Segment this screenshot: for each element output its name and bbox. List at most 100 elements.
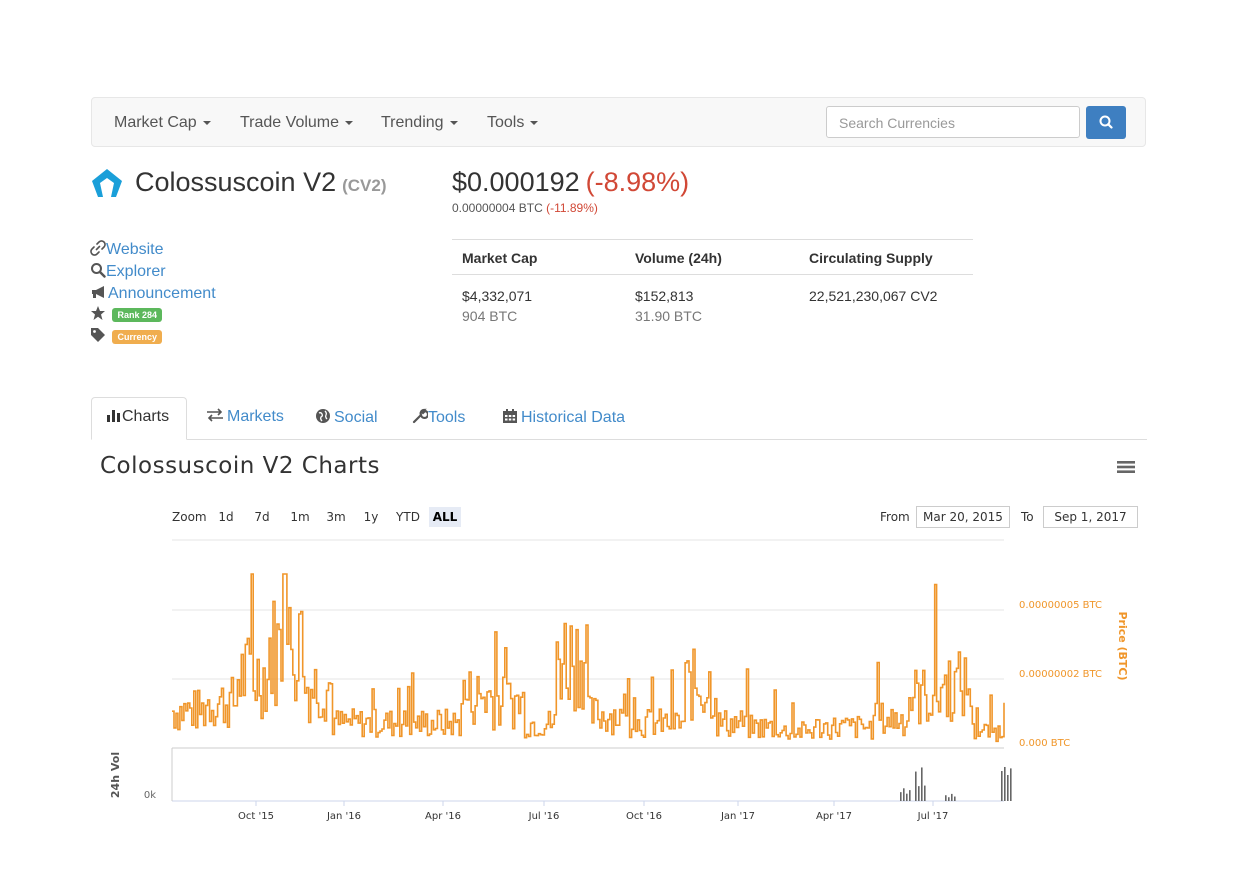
volume-bar bbox=[909, 790, 911, 801]
volume-bar bbox=[948, 797, 950, 801]
x-tick-label: Oct '16 bbox=[626, 811, 662, 822]
y-tick-label: 0.00000005 BTC bbox=[1019, 600, 1102, 611]
calendar-icon bbox=[503, 409, 517, 423]
stats-top-border bbox=[452, 239, 973, 240]
volume-bar bbox=[951, 793, 953, 801]
nav-market-cap[interactable]: Market Cap bbox=[114, 114, 211, 132]
star-icon bbox=[91, 306, 105, 320]
search-icon bbox=[1099, 115, 1113, 129]
to-date-input[interactable]: Sep 1, 2017 bbox=[1043, 506, 1138, 528]
volume-usd: $152,813 bbox=[635, 288, 694, 304]
y-tick-label: 0.000 BTC bbox=[1019, 738, 1070, 749]
type-row: Currency bbox=[90, 327, 162, 345]
volume-btc: 31.90 BTC bbox=[635, 308, 702, 324]
volume-bar bbox=[900, 792, 902, 801]
nav-trade-volume[interactable]: Trade Volume bbox=[240, 114, 354, 132]
zoom-3m-button[interactable]: 3m bbox=[326, 510, 346, 524]
volume-tick-label: 0k bbox=[144, 790, 156, 801]
volume-bar bbox=[903, 788, 905, 801]
circulating-supply: 22,521,230,067 CV2 bbox=[809, 288, 938, 304]
exchange-icon bbox=[207, 408, 223, 422]
tab-historical-data[interactable]: Historical Data bbox=[502, 408, 625, 427]
tabs-border bbox=[91, 439, 1147, 440]
price-display: $0.000192 (-8.98%) bbox=[452, 167, 689, 198]
search-button[interactable] bbox=[1086, 106, 1126, 139]
nav-tools[interactable]: Tools bbox=[487, 114, 539, 132]
website-label: Website bbox=[106, 241, 164, 258]
x-tick-label: Apr '17 bbox=[816, 811, 852, 822]
market-cap-usd: $4,332,071 bbox=[462, 288, 533, 304]
btc-change: (-11.89%) bbox=[546, 201, 598, 215]
explorer-label: Explorer bbox=[106, 263, 166, 280]
bullhorn-icon bbox=[92, 286, 104, 298]
search-input[interactable]: Search Currencies bbox=[826, 106, 1080, 138]
to-label: To bbox=[1021, 510, 1034, 524]
announcement-label: Announcement bbox=[108, 285, 216, 302]
caret-down-icon bbox=[202, 120, 211, 125]
zoom-7d-button[interactable]: 7d bbox=[254, 510, 270, 524]
explorer-link[interactable]: Explorer bbox=[90, 262, 166, 281]
price-chart[interactable]: Oct '15 Jan '16 Apr '16 Jul '16 Oct '16 Jan '… bbox=[0, 530, 1258, 830]
tab-charts[interactable]: Charts bbox=[106, 408, 169, 426]
tab-markets[interactable]: Markets bbox=[206, 408, 284, 426]
coin-title: Colossuscoin V2 (CV2) bbox=[135, 167, 387, 198]
caret-down-icon bbox=[345, 120, 354, 125]
top-navbar: Market Cap Trade Volume Trending Tools S… bbox=[91, 97, 1146, 147]
chart-menu-icon[interactable] bbox=[1117, 460, 1135, 474]
price-line bbox=[172, 573, 1005, 743]
caret-down-icon bbox=[530, 120, 539, 125]
zoom-ytd-button[interactable]: YTD bbox=[396, 510, 420, 524]
website-link[interactable]: Website bbox=[90, 240, 164, 259]
price-change: (-8.98%) bbox=[585, 167, 690, 197]
y-tick-label: 0.00000002 BTC bbox=[1019, 669, 1102, 680]
zoom-1d-button[interactable]: 1d bbox=[218, 510, 234, 524]
announcement-link[interactable]: Announcement bbox=[90, 284, 216, 303]
from-label: From bbox=[880, 510, 910, 524]
volume-bar bbox=[954, 796, 956, 801]
x-tick-label: Jan '17 bbox=[720, 811, 755, 822]
x-tick-label: Oct '15 bbox=[238, 811, 274, 822]
tab-tools-label: Tools bbox=[428, 409, 466, 426]
nav-trending-label: Trending bbox=[381, 114, 444, 131]
x-tick-label: Jul '17 bbox=[917, 811, 949, 822]
volume-series bbox=[900, 766, 1012, 801]
y-axis-title: Price (BTC) bbox=[1116, 611, 1129, 680]
price-btc: 0.00000004 BTC bbox=[452, 201, 543, 215]
stat-header-supply: Circulating Supply bbox=[809, 250, 933, 266]
link-icon bbox=[90, 240, 106, 256]
x-axis-ticks: Oct '15 Jan '16 Apr '16 Jul '16 Oct '16 Jan '… bbox=[238, 801, 948, 822]
zoom-1m-button[interactable]: 1m bbox=[290, 510, 310, 524]
from-date-input[interactable]: Mar 20, 2015 bbox=[916, 506, 1010, 528]
globe-icon bbox=[316, 409, 330, 423]
x-tick-label: Apr '16 bbox=[425, 811, 461, 822]
caret-down-icon bbox=[449, 120, 458, 125]
tab-tools[interactable]: Tools bbox=[412, 408, 465, 427]
tag-icon bbox=[91, 328, 105, 342]
coin-logo-icon bbox=[92, 169, 122, 197]
volume-bar bbox=[918, 786, 920, 801]
coin-symbol: (CV2) bbox=[342, 176, 387, 195]
tab-markets-label: Markets bbox=[227, 408, 284, 425]
zoom-all-button[interactable]: ALL bbox=[429, 507, 461, 527]
currency-badge: Currency bbox=[112, 330, 162, 344]
tab-social[interactable]: Social bbox=[315, 408, 378, 427]
nav-market-cap-label: Market Cap bbox=[114, 114, 197, 131]
volume-bar bbox=[924, 785, 926, 801]
stat-header-market-cap: Market Cap bbox=[462, 250, 538, 266]
tab-social-label: Social bbox=[334, 409, 378, 426]
nav-trending[interactable]: Trending bbox=[381, 114, 458, 132]
bar-chart-icon bbox=[107, 410, 120, 422]
wrench-icon bbox=[412, 408, 430, 424]
volume-bar bbox=[1007, 775, 1009, 801]
zoom-label: Zoom bbox=[172, 510, 207, 524]
nav-tools-label: Tools bbox=[487, 114, 525, 131]
volume-bar bbox=[945, 795, 947, 801]
x-tick-label: Jul '16 bbox=[528, 811, 560, 822]
volume-bar bbox=[906, 793, 908, 801]
rank-row: Rank 284 bbox=[90, 305, 162, 323]
zoom-1y-button[interactable]: 1y bbox=[363, 510, 379, 524]
search-icon bbox=[91, 263, 106, 278]
stats-divider bbox=[452, 274, 973, 275]
volume-bar bbox=[1001, 771, 1003, 801]
price-btc-line: 0.00000004 BTC (-11.89%) bbox=[452, 201, 598, 215]
